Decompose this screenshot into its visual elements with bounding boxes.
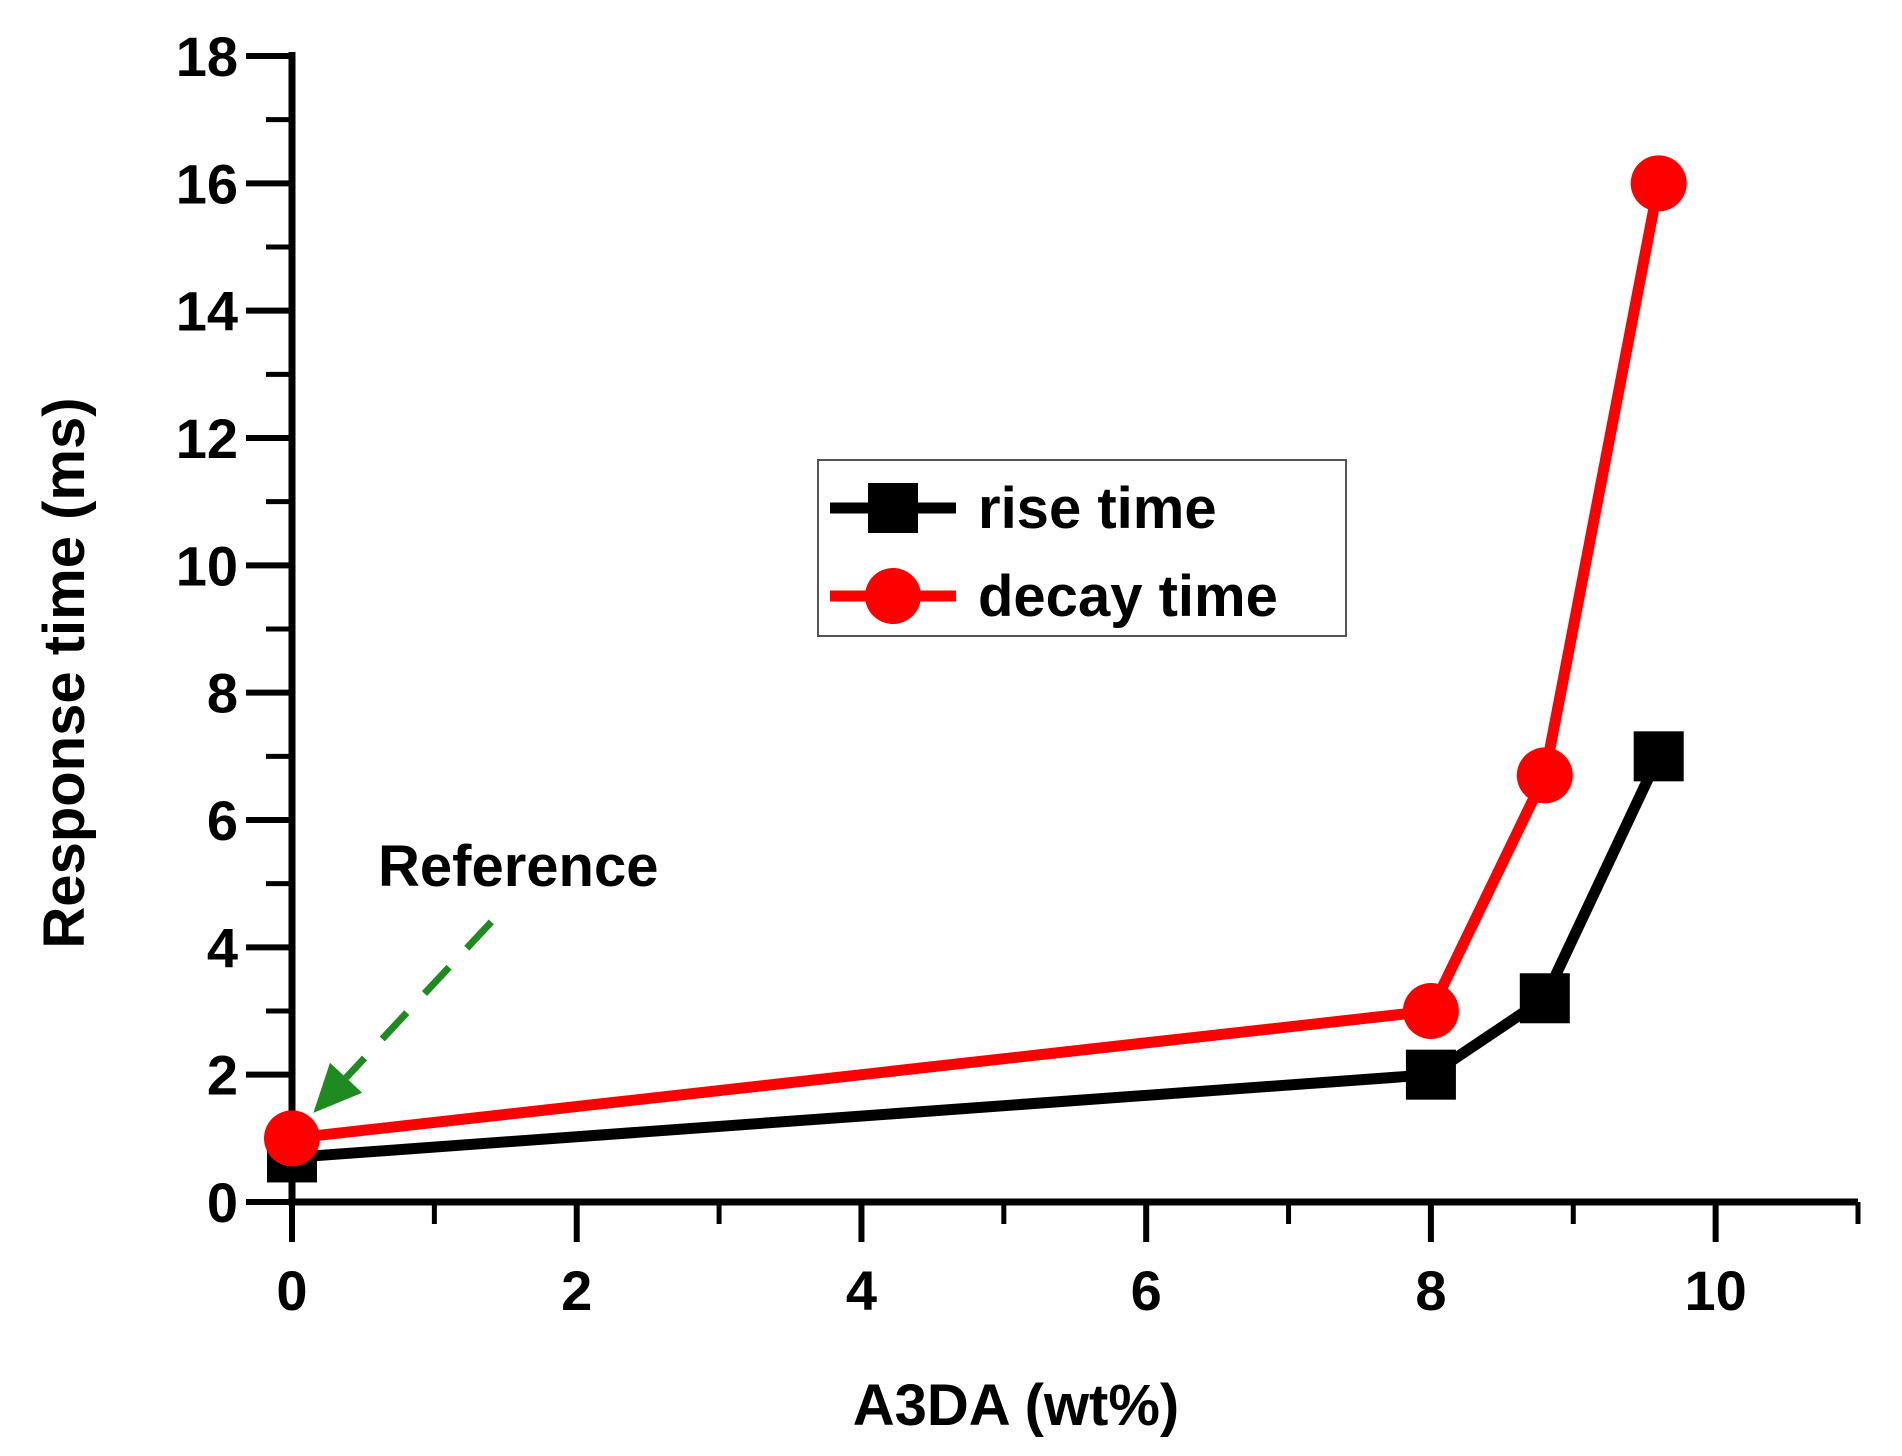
data-point-decay-time: [1516, 747, 1573, 804]
x-tick-label: 6: [1131, 1259, 1162, 1322]
y-tick-label: 4: [207, 916, 238, 979]
data-point-rise-time: [1633, 731, 1684, 782]
x-tick-label: 2: [561, 1259, 592, 1322]
x-tick-label: 4: [846, 1259, 877, 1322]
reference-arrow-line: [343, 919, 494, 1081]
series-line-decay-time: [291, 182, 1665, 1144]
reference-annotation-label: Reference: [378, 834, 658, 899]
data-point-decay-time: [1630, 155, 1687, 212]
annotation: Reference: [313, 834, 658, 1113]
y-tick-label: 10: [176, 534, 238, 597]
y-tick-label: 6: [207, 789, 238, 852]
series-line-rise-time: [291, 753, 1664, 1163]
legend-swatch-marker: [865, 568, 921, 624]
data-point-rise-time: [1405, 1049, 1456, 1100]
x-tick-label: 10: [1684, 1259, 1746, 1322]
y-axis-title: Response time (ms): [32, 397, 97, 948]
y-tick-label: 0: [207, 1171, 238, 1234]
x-axis-title: A3DA (wt%): [853, 1373, 1180, 1438]
ticks: [246, 53, 1861, 1242]
tick-labels: 0 2 4 6 8 10 12 14 16 18 0 2 4 6 8 10: [176, 25, 1747, 1322]
legend-label: rise time: [978, 476, 1217, 541]
data-point-rise-time: [1519, 973, 1570, 1024]
y-tick-label: 14: [176, 280, 238, 343]
legend-label: decay time: [978, 564, 1278, 629]
y-tick-label: 18: [176, 25, 238, 88]
y-tick-label: 12: [176, 407, 238, 470]
x-tick-label: 8: [1415, 1259, 1446, 1322]
legend: rise time decay time: [817, 459, 1347, 637]
y-tick-label: 16: [176, 152, 238, 215]
reference-arrow-head: [313, 1062, 363, 1113]
series: [264, 155, 1687, 1183]
y-tick-label: 8: [207, 662, 238, 725]
data-point-decay-time: [1402, 983, 1459, 1039]
y-tick-label: 2: [207, 1044, 238, 1107]
x-tick-label: 0: [276, 1259, 307, 1322]
legend-swatch-marker: [868, 483, 918, 533]
data-point-decay-time: [264, 1110, 320, 1167]
